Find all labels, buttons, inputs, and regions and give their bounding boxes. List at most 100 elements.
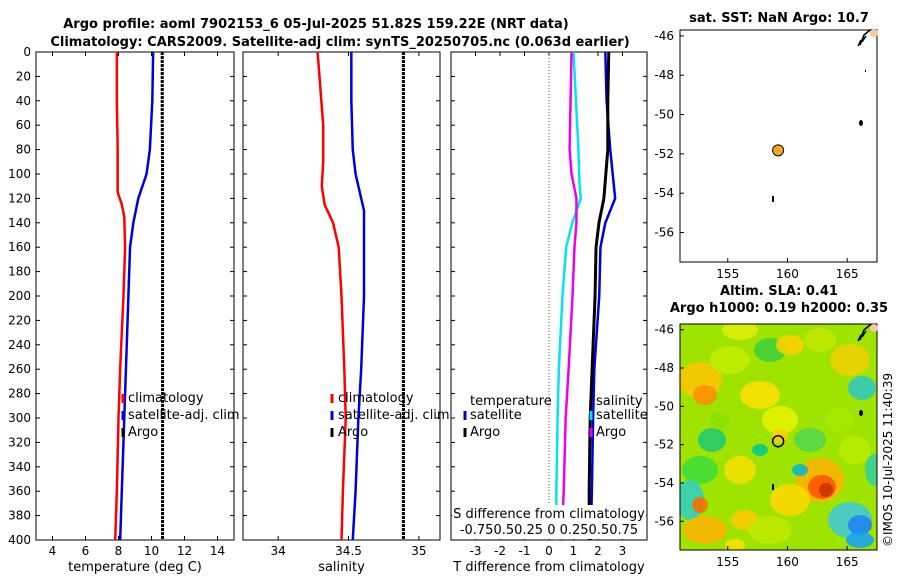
- legend-label: satellite: [596, 408, 648, 423]
- depth-tick-label: 0: [23, 45, 31, 59]
- difference-panel: -3 -2 -1 0 1 2 3 T difference from climatology t…: [450, 51, 648, 575]
- depth-tick-label: 380: [8, 509, 31, 523]
- sla-anomaly-patch: [865, 454, 877, 486]
- temperature-panel: 0 20 40 60 80 100 120 140 160 180 200 220 240 260 280 3…: [8, 45, 240, 575]
- x-tick-label: 8: [115, 544, 123, 558]
- x-axis-label: T difference from climatology: [452, 560, 645, 575]
- depth-tick-label: 220: [8, 313, 31, 327]
- temperature-series-line: [113, 52, 127, 541]
- land-patch: [870, 324, 878, 332]
- sla-anomaly-patch: [698, 428, 726, 452]
- island-marker: [859, 410, 863, 416]
- lon-tick-label: 155: [716, 267, 739, 281]
- island-marker: [859, 120, 863, 126]
- land-patch: [870, 29, 878, 37]
- depth-tick-label: 60: [16, 118, 31, 132]
- difference-series-line: [560, 51, 578, 541]
- sla-anomaly-patch: [682, 456, 718, 484]
- depth-tick-label: 240: [8, 338, 31, 352]
- sla-anomaly-patch: [770, 484, 810, 516]
- legend-label: satellite-adj. clim: [338, 408, 450, 423]
- sla-map-panel: -46 -48 -50 -52 -54 -56 155 160 165: [654, 323, 878, 569]
- sst-map-title: sat. SST: NaN Argo: 10.7: [689, 11, 869, 26]
- sla-map-title-1: Altim. SLA: 0.41: [720, 284, 838, 299]
- lat-tick-label: -56: [654, 226, 674, 240]
- depth-tick-label: 40: [16, 94, 31, 108]
- legend-title-salinity: salinity: [596, 394, 643, 409]
- depth-tick-label: 160: [8, 240, 31, 254]
- legend-label: Argo: [470, 425, 500, 440]
- salinity-series-line: [350, 52, 366, 541]
- sla-anomaly-patch: [748, 516, 792, 544]
- depth-tick-label: 280: [8, 387, 31, 401]
- lat-tick-label: -52: [654, 438, 674, 452]
- sla-anomaly-patch: [692, 497, 708, 513]
- x-tick-label: 0: [545, 544, 553, 558]
- island-marker: [772, 484, 774, 490]
- depth-tick-label: 200: [8, 289, 31, 303]
- legend-label: climatology: [338, 391, 414, 406]
- x-tick-label: -1: [519, 544, 531, 558]
- sla-anomaly-patch: [710, 412, 730, 428]
- sla-anomaly-patch: [725, 539, 745, 550]
- x-tick-label: 10: [144, 544, 159, 558]
- sla-anomaly-patch: [839, 436, 871, 464]
- sla-map-title-2: Argo h1000: 0.19 h2000: 0.35: [670, 301, 888, 316]
- x-tick-label: 3: [619, 544, 627, 558]
- depth-tick-label: 320: [8, 435, 31, 449]
- depth-tick-label: 140: [8, 216, 31, 230]
- lat-tick-label: -46: [654, 323, 674, 337]
- depth-tick-label: 80: [16, 143, 31, 157]
- x-tick-label: 1: [570, 544, 578, 558]
- lon-tick-label: 165: [836, 555, 859, 569]
- sla-anomaly-patch: [776, 335, 804, 355]
- depth-tick-label: 100: [8, 167, 31, 181]
- x-axis-label: salinity: [318, 560, 365, 575]
- depth-tick-label: 20: [16, 69, 31, 83]
- depth-tick-label: 300: [8, 411, 31, 425]
- sla-anomaly-patch: [762, 406, 798, 434]
- legend-title-temperature: temperature: [470, 394, 552, 409]
- salinity-series-line: [316, 51, 347, 541]
- depth-tick-label: 120: [8, 191, 31, 205]
- depth-tick-label: 180: [8, 265, 31, 279]
- sla-anomaly-patch: [792, 464, 808, 476]
- sla-anomaly-patch: [710, 346, 750, 374]
- sla-anomaly-patch: [848, 376, 876, 400]
- lat-tick-label: -48: [654, 68, 674, 82]
- legend-label: Argo: [128, 425, 158, 440]
- float-position-marker: [771, 434, 785, 448]
- lat-tick-label: -50: [654, 399, 674, 413]
- difference-series-line: [589, 51, 617, 541]
- x-tick-label: -2: [494, 544, 506, 558]
- salinity-axis-box: [452, 505, 646, 539]
- salinity-axis-label: S difference from climatology: [453, 507, 645, 522]
- salinity-panel: 34 34.5 35 salinity climatology satellite-adj…: [242, 51, 450, 575]
- depth-tick-label: 260: [8, 362, 31, 376]
- lat-tick-label: -50: [654, 108, 674, 122]
- sla-anomaly-patch: [740, 381, 780, 409]
- x-tick-label: 6: [82, 544, 90, 558]
- sla-anomaly-patch: [819, 483, 833, 497]
- lat-tick-label: -52: [654, 147, 674, 161]
- x-axis-label: temperature (deg C): [68, 560, 202, 575]
- lon-tick-label: 165: [836, 267, 859, 281]
- sla-anomaly-patch: [722, 324, 758, 340]
- x-tick-label: 35: [411, 544, 426, 558]
- sla-anomaly-patch: [826, 408, 854, 432]
- sla-heatmap: [680, 324, 877, 550]
- x-tick-label: 14: [210, 544, 225, 558]
- x-tick-label: 2: [594, 544, 602, 558]
- legend-label: climatology: [128, 391, 204, 406]
- sla-map-frame: [679, 323, 878, 551]
- salinity-axis-ticks: -0.750.50.25 0 0.250.50.75: [460, 523, 638, 538]
- legend-label: satellite-adj. clim: [128, 408, 240, 423]
- sla-anomaly-patch: [724, 456, 756, 484]
- island-marker: [865, 70, 866, 72]
- lat-tick-label: -54: [654, 476, 674, 490]
- x-tick-label: 34.5: [335, 544, 362, 558]
- lon-tick-label: 160: [776, 555, 799, 569]
- legend-label: Argo: [338, 425, 368, 440]
- title-line-1: Argo profile: aoml 7902153_6 05-Jul-2025…: [63, 17, 569, 32]
- sla-anomaly-patch: [683, 516, 727, 544]
